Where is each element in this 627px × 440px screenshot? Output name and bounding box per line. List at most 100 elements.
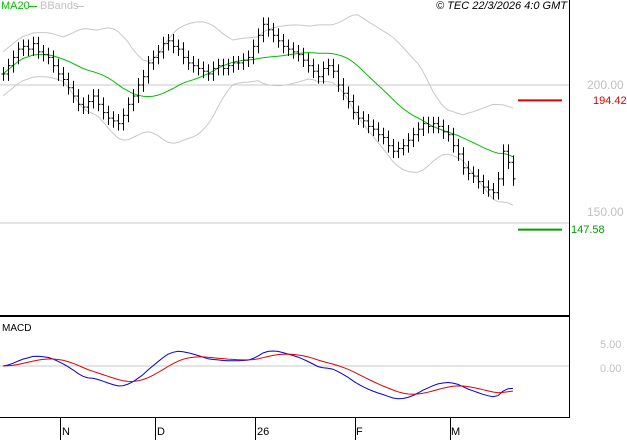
ohlc-bar — [471, 166, 476, 183]
ohlc-bar — [21, 39, 26, 57]
macd-line — [2, 350, 514, 400]
ohlc-bar — [481, 174, 486, 195]
x-tick-n: N — [62, 426, 70, 438]
x-tick-d: D — [157, 426, 165, 438]
ohlc-bar — [261, 17, 266, 43]
ohlc-bar — [216, 58, 221, 76]
ohlc-bar — [151, 50, 156, 70]
ohlc-bar — [56, 58, 61, 81]
ohlc-bar — [421, 116, 426, 137]
ohlc-bar — [86, 94, 91, 114]
ohlc-bar — [441, 119, 446, 139]
ohlc-bar — [156, 44, 161, 65]
ohlc-bar — [26, 39, 31, 57]
price-tick-200: 200.00 — [587, 78, 624, 92]
ohlc-bar — [181, 42, 186, 65]
ohlc-bar — [326, 58, 331, 76]
macd-tick-5: 5.00 — [600, 339, 622, 351]
ohlc-bar — [221, 58, 226, 76]
ohlc-bar — [6, 58, 11, 81]
legend-bbands-swatch — [76, 6, 84, 7]
ohlc-bar — [486, 180, 491, 197]
ohlc-bar — [1, 67, 6, 81]
ohlc-bar — [161, 36, 166, 59]
ohlc-bar — [456, 138, 461, 161]
ohlc-bar — [41, 44, 46, 62]
ohlc-bar — [371, 119, 376, 137]
ohlc-bar — [446, 125, 451, 142]
ohlc-bar — [256, 28, 261, 54]
ohlc-bar — [451, 127, 456, 153]
macd-signal-line — [2, 353, 514, 395]
price-tick-150: 150.00 — [587, 205, 624, 219]
ohlc-bar — [436, 116, 441, 134]
ohlc-bar — [61, 67, 66, 87]
ohlc-bar — [251, 39, 256, 65]
ohlc-bar — [316, 64, 321, 84]
ohlc-bar — [331, 58, 336, 79]
ohlc-bar — [476, 169, 481, 189]
ohlc-bar — [311, 58, 316, 79]
ohlc-bar — [206, 64, 211, 81]
ohlc-bar — [306, 53, 311, 73]
copyright: © TEC 22/3/2026 4:0 GMT — [436, 0, 567, 12]
ohlc-bar — [231, 56, 236, 73]
ohlc-bar — [81, 97, 86, 114]
ohlc-bar — [396, 141, 401, 159]
ohlc-bar — [426, 116, 431, 134]
macd-label: MACD — [2, 323, 32, 334]
ohlc-bar — [376, 122, 381, 142]
ohlc-bar — [111, 111, 116, 128]
ohlc-bar — [361, 111, 366, 128]
ohlc-bar — [141, 69, 146, 92]
ohlc-bar — [11, 50, 16, 73]
level-label-high: 194.42 — [593, 95, 627, 107]
x-tick-m: M — [451, 426, 461, 438]
x-tick-f: F — [356, 426, 363, 438]
ohlc-bar — [501, 144, 506, 186]
ohlc-bar — [226, 58, 231, 76]
ohlc-bar — [391, 138, 396, 159]
ohlc-bar — [411, 127, 416, 148]
ohlc-bar — [71, 80, 76, 103]
ohlc-bar — [166, 33, 171, 51]
ohlc-bar — [291, 42, 296, 59]
ohlc-bar — [16, 42, 21, 65]
ohlc-bar — [386, 130, 391, 153]
legend-ma20-swatch — [29, 6, 37, 7]
ohlc-bar — [281, 33, 286, 54]
ohlc-bar — [321, 61, 326, 84]
ohlc-bar — [186, 50, 191, 70]
ohlc-bar — [511, 155, 516, 186]
ohlc-bar — [351, 94, 356, 120]
ohlc-bar — [466, 160, 471, 181]
ohlc-bar — [96, 89, 101, 112]
ohlc-bar — [191, 56, 196, 73]
ohlc-bar — [126, 97, 131, 123]
ohlc-bar — [491, 182, 496, 200]
ohlc-bar — [171, 33, 176, 54]
ohlc-bar — [121, 108, 126, 131]
ohlc-bar — [271, 22, 276, 43]
ohlc-bar — [51, 50, 56, 73]
ohlc-bar — [461, 147, 466, 175]
ohlc-bar — [366, 113, 371, 134]
macd-tick-0: 0.00 — [600, 363, 622, 375]
ohlc-bar — [101, 97, 106, 120]
ohlc-bar — [276, 28, 281, 48]
ohlc-bar — [431, 116, 436, 134]
ohlc-bar — [36, 36, 41, 59]
ohlc-bar — [116, 113, 121, 131]
ohlc-bar — [136, 78, 141, 103]
ohlc-bar — [336, 64, 341, 92]
ohlc-bar — [356, 105, 361, 126]
ohlc-bar — [496, 171, 501, 200]
ohlc-bar — [76, 89, 81, 112]
ohlc-bar — [146, 56, 151, 84]
ohlc-bar — [196, 58, 201, 76]
x-tick-26: 26 — [257, 426, 270, 438]
bband-lower — [2, 76, 514, 206]
ohlc-bar — [241, 53, 246, 70]
